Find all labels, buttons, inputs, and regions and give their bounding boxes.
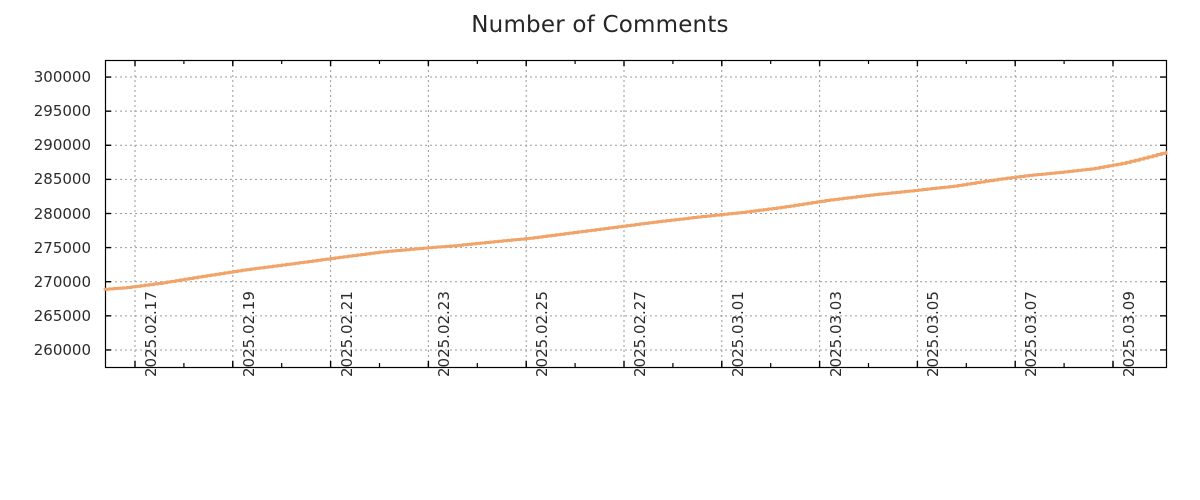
chart-title: Number of Comments <box>471 12 729 38</box>
x-axis-tick-label: 2025.03.05 <box>924 291 943 377</box>
x-axis-tick-label: 2025.02.23 <box>435 291 454 377</box>
y-axis-tick-label: 295000 <box>33 102 91 121</box>
y-axis-tick-label: 260000 <box>33 340 91 359</box>
x-axis-tick-label: 2025.03.01 <box>728 291 747 377</box>
y-axis-tick-label: 285000 <box>33 170 91 189</box>
plot-frame <box>104 59 1168 369</box>
y-axis-tick-label: 300000 <box>33 68 91 87</box>
x-axis-tick-label: 2025.02.25 <box>533 291 552 377</box>
y-axis-tick-label: 270000 <box>33 272 91 291</box>
y-axis-tick-label: 290000 <box>33 136 91 155</box>
y-axis-tick-label: 265000 <box>33 306 91 325</box>
data-series-line <box>103 150 1168 291</box>
grid-lines <box>105 60 1166 367</box>
x-axis-tick-label: 2025.02.17 <box>142 291 160 377</box>
x-axis-tick-label: 2025.02.21 <box>337 291 356 377</box>
x-axis-tick-label: 2025.03.03 <box>826 291 845 377</box>
y-axis-tick-label: 275000 <box>33 238 91 257</box>
x-axis-tick-label: 2025.02.27 <box>631 291 649 377</box>
x-axis-tick-label: 2025.03.07 <box>1022 291 1041 377</box>
x-axis-tick-label: 2025.02.19 <box>239 291 258 377</box>
x-axis-tick-label: 2025.03.09 <box>1120 291 1138 377</box>
y-axis-tick-label: 280000 <box>33 204 91 223</box>
